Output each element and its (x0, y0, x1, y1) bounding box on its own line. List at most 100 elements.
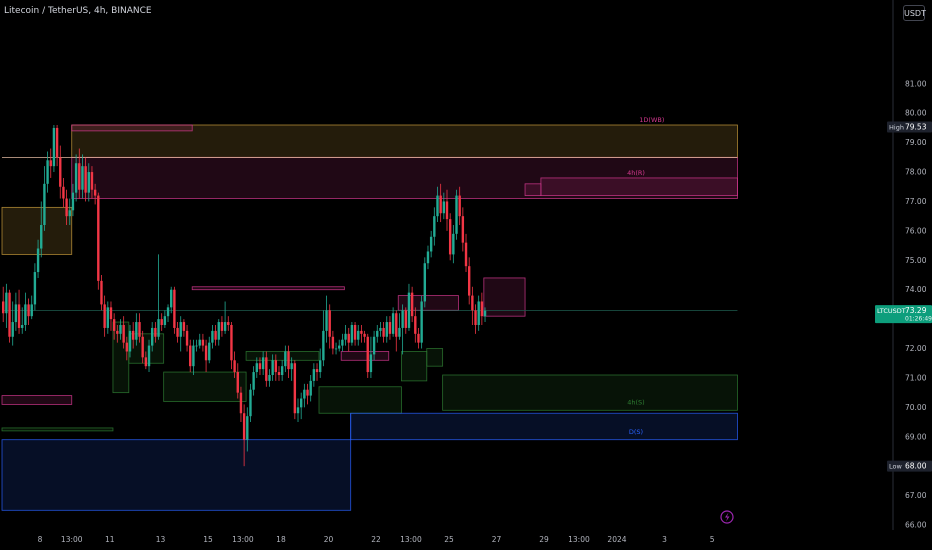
candle (173, 287, 175, 334)
x-tick-label: 27 (492, 535, 502, 544)
zone-green (427, 349, 443, 367)
x-tick-label: 13 (156, 535, 166, 544)
y-tick-label: 81.00 (905, 79, 927, 88)
lightning-icon[interactable] (721, 511, 733, 523)
candle (316, 363, 318, 381)
candle (338, 340, 340, 352)
candle (281, 360, 283, 381)
candle (452, 225, 454, 263)
x-tick-label: 13:00 (232, 535, 254, 544)
zone-blue (2, 440, 351, 511)
candle (294, 360, 296, 419)
candle (100, 275, 102, 310)
candle (50, 149, 52, 178)
candle (43, 166, 45, 231)
candle (424, 257, 426, 307)
candle (59, 146, 61, 199)
candle (167, 304, 169, 322)
candle (27, 299, 29, 325)
candle (211, 325, 213, 349)
y-tick-label: 74.00 (905, 285, 927, 294)
x-tick-label: 5 (710, 535, 715, 544)
candle (205, 340, 207, 372)
x-tick-label: 25 (444, 535, 454, 544)
y-tick-label: 71.00 (905, 373, 927, 382)
y-tick-label: 76.00 (905, 226, 927, 235)
candle (306, 384, 308, 405)
candle (462, 207, 464, 251)
candle (287, 346, 289, 378)
candle (309, 375, 311, 401)
candle (214, 325, 216, 346)
candle (15, 293, 17, 331)
candle (386, 316, 388, 342)
candle (161, 313, 163, 331)
candle (329, 304, 331, 348)
candle (360, 325, 362, 343)
svg-text:LTCUSDT: LTCUSDT (877, 307, 906, 315)
time-axis[interactable]: 8 13:00 11 13 15 13:00 18 20 22 13:00 25 27 29 13:00 2… (0, 530, 932, 550)
candle (208, 337, 210, 363)
y-tick-label: 69.00 (905, 432, 927, 441)
x-tick-label: 13:00 (61, 535, 83, 544)
x-tick-label: 13:00 (400, 535, 422, 544)
zone-purple (541, 178, 738, 196)
x-tick-label: 2024 (607, 535, 626, 544)
x-tick-label: 18 (276, 535, 286, 544)
candle (335, 343, 337, 355)
candle (170, 287, 172, 313)
candle (341, 334, 343, 352)
candle (367, 334, 369, 378)
svg-text:01:26:49: 01:26:49 (905, 316, 932, 323)
candle (313, 363, 315, 387)
x-tick-label: 3 (662, 535, 667, 544)
candle (348, 328, 350, 352)
candle (290, 357, 292, 381)
candle (31, 296, 33, 320)
candle (303, 384, 305, 408)
zone-green (164, 372, 246, 401)
candle (379, 322, 381, 337)
zone-label: D(S) (629, 428, 643, 436)
candle (420, 296, 422, 349)
zone-green (401, 351, 426, 380)
price-label: Low 68.00 (887, 461, 932, 472)
candle (465, 234, 467, 272)
candle (53, 125, 55, 172)
svg-text:73.29: 73.29 (905, 306, 927, 315)
candle (376, 325, 378, 343)
zone-purple (2, 396, 72, 405)
candle (97, 193, 99, 290)
candle (370, 337, 372, 378)
svg-text:High: High (889, 124, 904, 132)
candle (284, 346, 286, 372)
candle (382, 322, 384, 343)
price-label: High 79.53 (887, 122, 932, 133)
y-tick-label: 70.00 (905, 403, 927, 412)
x-tick-label: 13:00 (568, 535, 590, 544)
candle (218, 319, 220, 345)
candle (202, 334, 204, 352)
candle (12, 301, 14, 345)
candle (157, 254, 159, 339)
candle (195, 340, 197, 352)
candle (427, 246, 429, 270)
candle (395, 310, 397, 351)
candle (176, 322, 178, 343)
candle (192, 340, 194, 375)
y-tick-label: 78.00 (905, 168, 927, 177)
candle (189, 340, 191, 372)
zone-green (319, 387, 401, 413)
candle (5, 284, 7, 328)
candle (414, 307, 416, 342)
candle (351, 322, 353, 346)
x-tick-label: 8 (38, 535, 43, 544)
candle (417, 328, 419, 349)
candle (21, 307, 23, 333)
currency-button[interactable]: USDT (903, 5, 925, 21)
candle (56, 125, 58, 166)
candle (433, 207, 435, 245)
zone-label: 1D(WB) (639, 116, 664, 124)
